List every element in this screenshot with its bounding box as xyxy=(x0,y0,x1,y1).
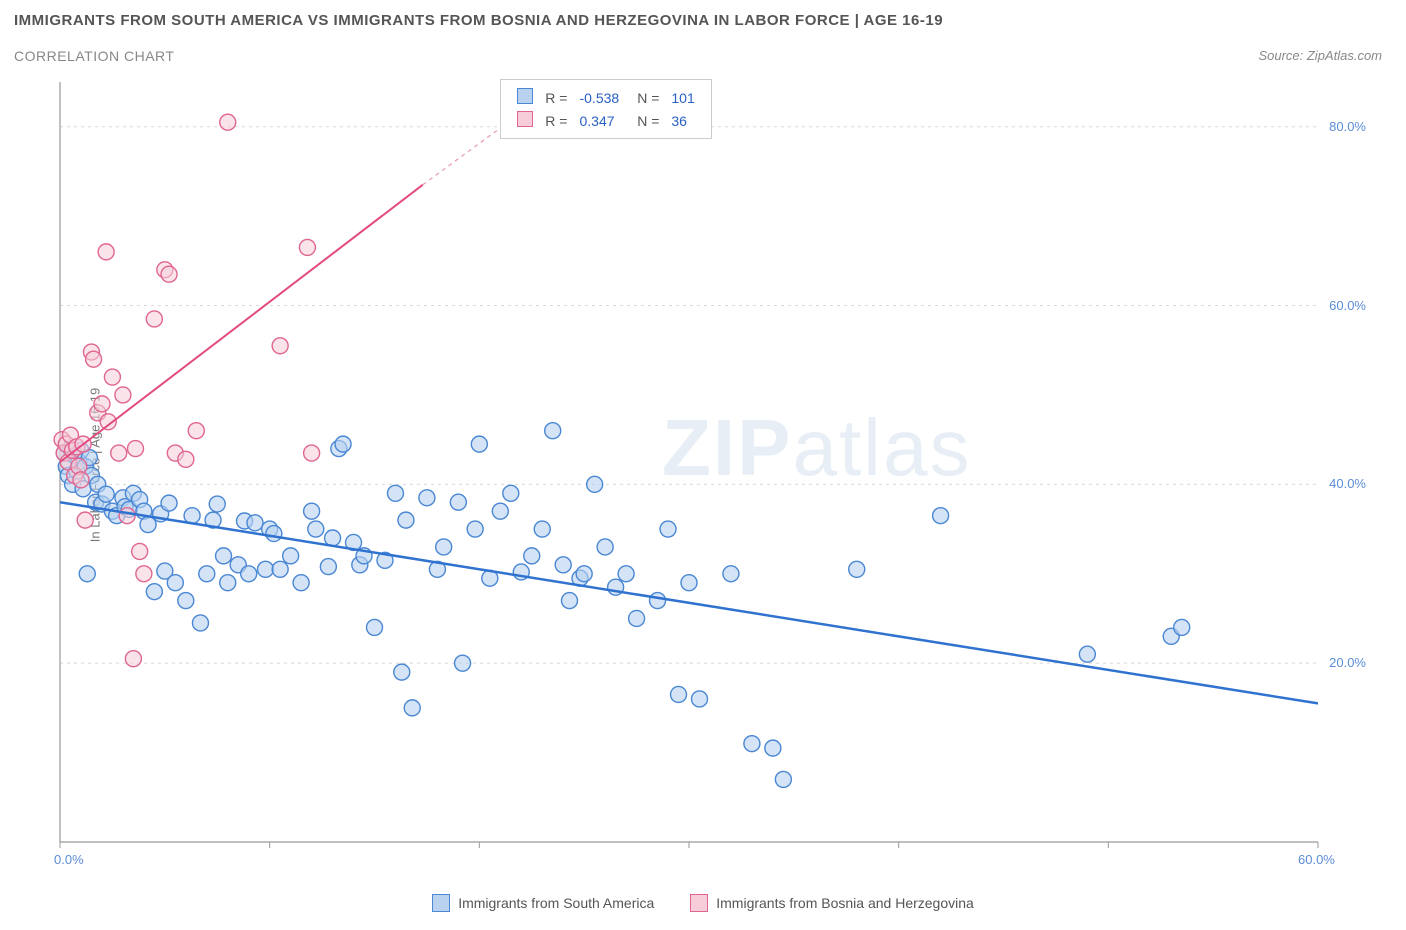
chart-title: IMMIGRANTS FROM SOUTH AMERICA VS IMMIGRA… xyxy=(14,12,943,29)
chart-area: ZIPatlas R =-0.538 N =101 R =0.347 N =36… xyxy=(52,82,1366,862)
scatter-chart xyxy=(52,82,1366,862)
x-tick-label: 60.0% xyxy=(1298,852,1335,867)
y-tick-label: 80.0% xyxy=(1329,119,1366,134)
source-label: Source: ZipAtlas.com xyxy=(1258,48,1382,63)
y-tick-label: 40.0% xyxy=(1329,476,1366,491)
stats-box: R =-0.538 N =101 R =0.347 N =36 xyxy=(500,79,711,139)
chart-subtitle: CORRELATION CHART xyxy=(14,48,174,64)
x-tick-label: 0.0% xyxy=(54,852,84,867)
legend: Immigrants from South America Immigrants … xyxy=(0,894,1406,912)
legend-item: Immigrants from Bosnia and Herzegovina xyxy=(690,894,974,912)
y-tick-label: 20.0% xyxy=(1329,655,1366,670)
legend-item: Immigrants from South America xyxy=(432,894,654,912)
y-tick-label: 60.0% xyxy=(1329,298,1366,313)
